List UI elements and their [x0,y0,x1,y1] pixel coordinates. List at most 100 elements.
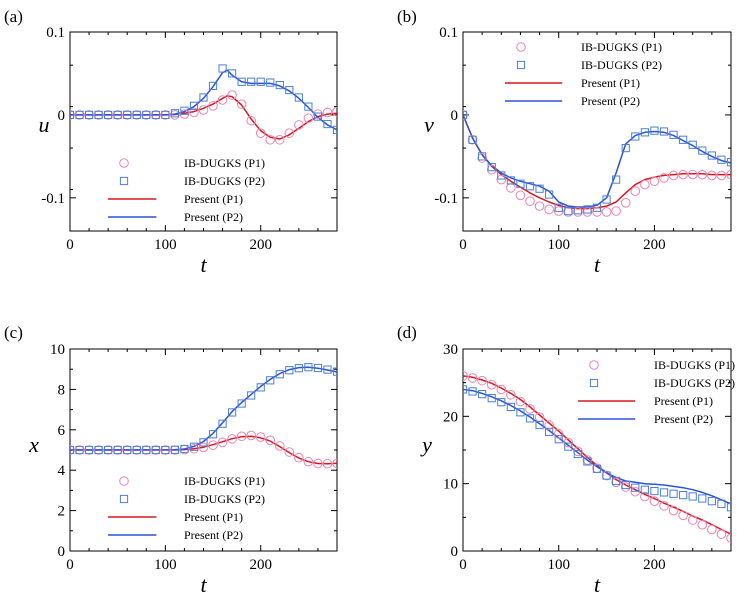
data-point-square [612,175,621,184]
data-point-square [247,77,256,86]
data-point-circle [611,477,621,488]
data-point-square [506,176,515,185]
data-point-circle [160,110,171,120]
data-point-circle [486,164,497,175]
data-layer [70,363,337,469]
data-point-square [228,69,237,78]
legend-label: Present (P1) [184,192,243,206]
data-point-square [170,445,179,454]
data-point-square [698,146,707,155]
data-point-square [463,110,468,120]
data-point-circle [707,524,717,535]
data-point-square [75,110,84,120]
data-point-circle [84,110,94,120]
y-axis-label: v [424,112,434,137]
data-point-circle [620,198,631,208]
data-point-circle [151,445,161,455]
data-point-square [228,408,237,417]
data-point-square [142,445,151,455]
data-point-square [94,110,103,120]
x-tick-label: 100 [547,237,570,253]
data-point-circle [170,110,180,120]
data-point-square [707,497,716,506]
data-point-square [247,391,256,400]
legend: IB-DUGKS (P1) IB-DUGKS (P2) Present (P1) Pr… [505,40,662,108]
data-point-square [679,135,688,144]
data-point-square [535,184,544,193]
data-point-square [84,445,94,455]
data-point-square [332,367,337,376]
y-tick-label: 0 [451,108,459,124]
data-point-square [180,106,189,115]
data-point-circle [294,452,304,463]
data-point-square [104,445,113,455]
data-point-circle [284,128,295,138]
data-point-square [104,110,113,120]
x-axis-label: t [200,252,207,277]
data-point-circle [274,441,285,451]
data-point-square [631,483,640,492]
data-point-square [275,80,284,90]
data-point-square [285,366,294,375]
data-point-circle [103,110,113,120]
y-tick-label: 10 [50,342,65,358]
legend-label: IB-DUGKS (P2) [581,58,662,72]
data-point-square [669,130,678,139]
data-point-square [487,394,496,403]
data-point-square [304,363,313,372]
legend-label: IB-DUGKS (P1) [654,358,735,372]
data-point-circle [322,107,333,118]
data-point-square [506,402,515,412]
data-point-circle [227,434,237,444]
data-point-square [707,151,716,160]
data-point-circle [303,456,314,467]
series-line-present-p1 [70,435,337,465]
data-point-square [564,207,573,216]
data-point-circle [716,529,727,539]
data-point-square [592,203,602,212]
data-point-circle [103,445,113,455]
data-point-circle [601,207,612,217]
legend-marker-square [589,378,599,388]
data-point-circle [70,110,75,120]
legend-marker-circle [589,360,599,370]
data-point-circle [697,169,708,180]
data-point-circle [496,384,507,395]
data-point-circle [284,447,295,457]
x-tick-label: 200 [249,557,272,573]
data-point-circle [265,134,276,145]
data-point-circle [630,486,641,497]
data-point-square [592,464,602,473]
data-point-square [516,408,525,417]
legend: IB-DUGKS (P1) IB-DUGKS (P2) Present (P1) Pr… [108,156,265,224]
y-tick-label: 4 [58,463,66,479]
data-point-circle [515,190,526,201]
data-point-circle [467,373,478,383]
data-point-circle [659,501,669,511]
data-point-circle [189,443,199,454]
data-point-square [679,491,688,500]
data-point-circle [515,396,526,407]
data-point-circle [620,482,631,492]
data-point-circle [726,169,731,180]
x-tick-label: 100 [154,237,177,253]
legend-label: IB-DUGKS (P1) [184,474,265,488]
data-point-circle [716,170,727,181]
data-point-square [554,435,563,444]
data-point-square [468,135,477,144]
data-point-circle [294,120,304,130]
data-point-circle [678,510,688,521]
data-point-square [70,110,75,120]
y-tick-label: -0.1 [434,191,458,207]
data-point-square [218,64,227,73]
data-point-square [621,143,630,153]
data-point-circle [332,106,337,117]
data-point-circle [573,207,583,217]
data-point-square [573,206,582,215]
data-point-square [535,420,544,430]
data-point-circle [255,128,266,138]
data-point-square [640,128,649,137]
data-point-square [717,155,726,164]
data-point-square [199,438,208,447]
